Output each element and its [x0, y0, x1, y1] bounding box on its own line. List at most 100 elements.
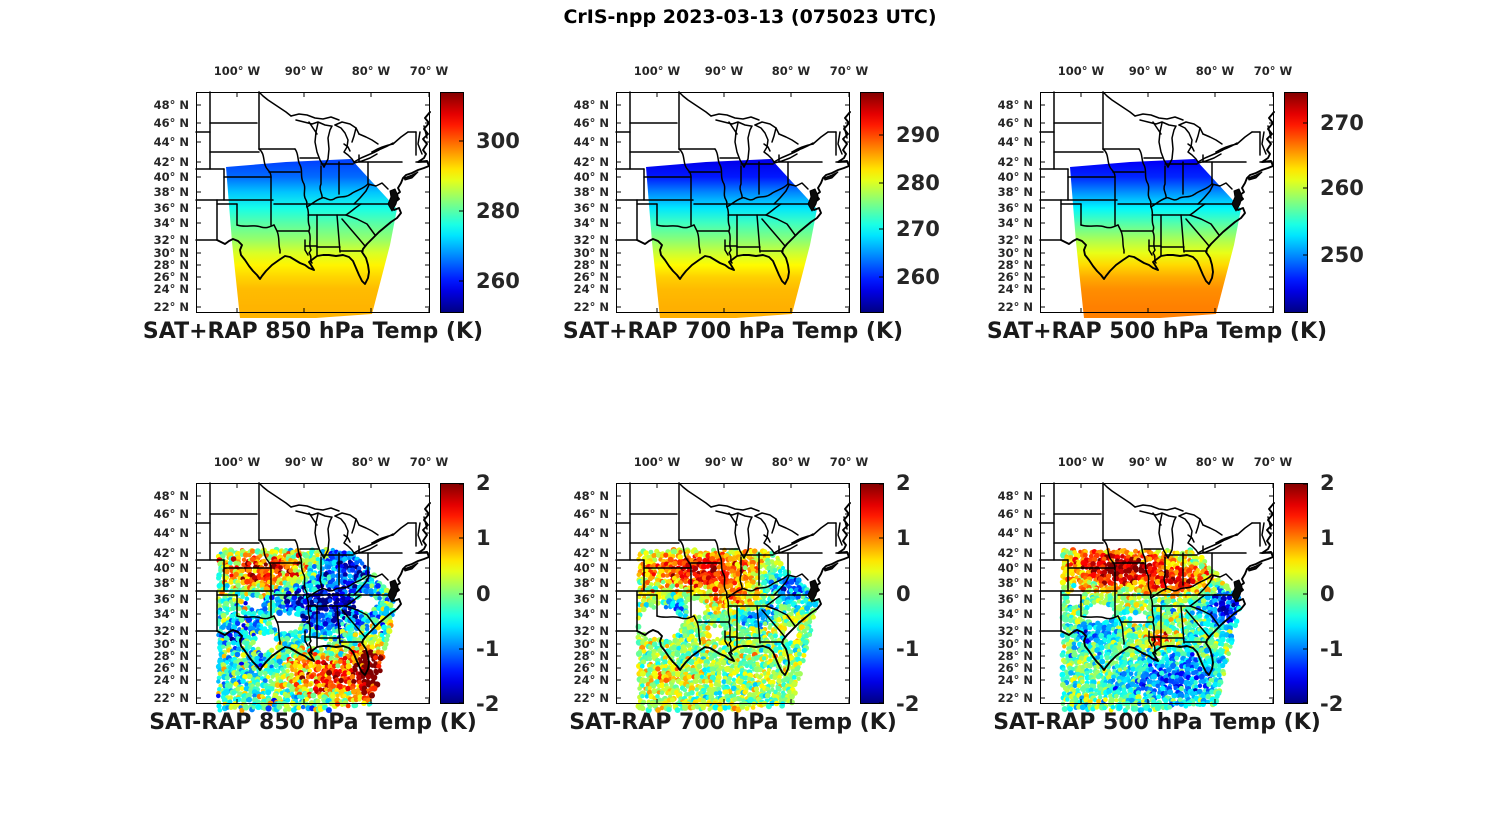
lon-tick-label: 100° W [1057, 455, 1105, 469]
lon-tick-label: 70° W [1253, 64, 1293, 78]
map-sat-minus-rap-700 [615, 482, 851, 714]
lat-tick-label: 40° N [997, 561, 1033, 575]
lon-tick-label: 70° W [829, 64, 869, 78]
colorbar-tick-label: -2 [1320, 692, 1344, 716]
lat-tick-label: 32° N [997, 233, 1033, 247]
state-boundaries [615, 482, 851, 676]
lon-tick-label: 70° W [409, 64, 449, 78]
lat-tick-label: 34° N [997, 216, 1033, 230]
lat-tick-label: 30° N [997, 246, 1033, 260]
colorbar-tick-label: 2 [1320, 471, 1335, 495]
colorbar-tick-label: 260 [476, 269, 520, 293]
lon-tick-label: 70° W [1253, 455, 1293, 469]
lat-tick-label: 48° N [997, 98, 1033, 112]
lon-tick-label: 80° W [1195, 64, 1235, 78]
colorbar-tick-label: 270 [1320, 111, 1364, 135]
lat-tick-label: 34° N [573, 216, 609, 230]
lon-tick-label: 70° W [829, 455, 869, 469]
lat-tick-label: 40° N [573, 561, 609, 575]
lon-tick-label: 90° W [704, 455, 744, 469]
state-boundaries [1039, 91, 1275, 285]
lat-tick-label: 22° N [997, 300, 1033, 314]
lat-tick-label: 48° N [573, 489, 609, 503]
colorbar-tick-label: 260 [896, 265, 940, 289]
panel-sat-minus-rap-500: SAT-RAP 500 hPa Temp (K) 100° W 90° W 80° … [980, 453, 1400, 783]
panel-title: SAT-RAP 850 hPa Temp (K) [149, 710, 477, 735]
figure-title: CrIS-npp 2023-03-13 (075023 UTC) [563, 6, 937, 28]
lon-tick-label: 70° W [409, 455, 449, 469]
lat-tick-label: 28° N [997, 258, 1033, 272]
lon-tick-label: 100° W [213, 455, 261, 469]
lat-tick-label: 46° N [573, 507, 609, 521]
axis-ticks [617, 484, 850, 703]
lon-tick-label: 100° W [633, 455, 681, 469]
panel-sat-minus-rap-850: SAT-RAP 850 hPa Temp (K) 100° W 90° W 80° … [136, 453, 556, 783]
lat-tick-label: 36° N [573, 592, 609, 606]
colorbar-tick-label: 260 [1320, 176, 1364, 200]
scatter-dots [1059, 547, 1242, 714]
colorbar-tick-label: -2 [896, 692, 920, 716]
lat-tick-label: 22° N [997, 691, 1033, 705]
colorbar-tick-label: -1 [896, 637, 920, 661]
lat-tick-label: 40° N [997, 170, 1033, 184]
lat-tick-label: 28° N [153, 258, 189, 272]
lon-tick-label: 90° W [704, 64, 744, 78]
panel-title: SAT-RAP 500 hPa Temp (K) [993, 710, 1321, 735]
lat-tick-label: 38° N [153, 576, 189, 590]
lat-tick-label: 38° N [573, 576, 609, 590]
map-frame [1040, 92, 1274, 313]
panel-title: SAT+RAP 850 hPa Temp (K) [142, 319, 484, 344]
map-sat-minus-rap-850 [195, 482, 431, 714]
lat-tick-label: 32° N [997, 624, 1033, 638]
state-boundaries [195, 91, 431, 285]
temperature-swath [646, 159, 817, 318]
map-sat-minus-rap-500 [1039, 482, 1275, 714]
axis-ticks [617, 93, 850, 312]
map-frame [196, 92, 430, 313]
lat-tick-label: 46° N [153, 116, 189, 130]
lat-tick-label: 30° N [573, 246, 609, 260]
colorbar-tick-label: 270 [896, 217, 940, 241]
lat-tick-label: 28° N [573, 258, 609, 272]
colorbar-tick-label: 1 [1320, 526, 1335, 550]
lat-tick-label: 38° N [997, 185, 1033, 199]
lat-tick-label: 44° N [153, 526, 189, 540]
colorbar-sat-plus-rap-500 [1284, 92, 1308, 313]
lat-tick-label: 40° N [153, 561, 189, 575]
lat-tick-label: 22° N [573, 691, 609, 705]
colorbar-tick-label: -1 [1320, 637, 1344, 661]
lat-tick-label: 26° N [573, 661, 609, 675]
colorbar-tick-label: 0 [476, 582, 491, 606]
colorbar-tick-label: 1 [896, 526, 911, 550]
lat-tick-label: 36° N [153, 592, 189, 606]
colorbar-sat-minus-rap-700 [860, 483, 884, 704]
lat-tick-label: 24° N [997, 673, 1033, 687]
map-sat-plus-rap-850 [195, 91, 431, 318]
lat-tick-label: 34° N [997, 607, 1033, 621]
lon-tick-label: 90° W [1128, 64, 1168, 78]
lat-tick-label: 46° N [153, 507, 189, 521]
colorbar-tick-label: 300 [476, 129, 520, 153]
lat-tick-label: 34° N [153, 607, 189, 621]
state-boundaries [615, 91, 851, 285]
colorbar-tick-label: 280 [476, 199, 520, 223]
lon-tick-label: 90° W [284, 64, 324, 78]
colorbar-tick-label: 280 [896, 171, 940, 195]
axis-ticks [197, 484, 430, 703]
lat-tick-label: 38° N [997, 576, 1033, 590]
map-frame [1040, 483, 1274, 704]
lat-tick-label: 48° N [997, 489, 1033, 503]
lat-tick-label: 30° N [153, 637, 189, 651]
temperature-swath [1070, 159, 1241, 318]
lat-tick-label: 46° N [997, 507, 1033, 521]
axis-ticks [197, 93, 430, 312]
lat-tick-label: 38° N [153, 185, 189, 199]
lat-tick-label: 42° N [997, 546, 1033, 560]
colorbar-tick-label: 0 [896, 582, 911, 606]
lat-tick-label: 44° N [573, 526, 609, 540]
lat-tick-label: 22° N [153, 300, 189, 314]
lat-tick-label: 26° N [153, 661, 189, 675]
lat-tick-label: 38° N [573, 185, 609, 199]
lat-tick-label: 32° N [573, 624, 609, 638]
